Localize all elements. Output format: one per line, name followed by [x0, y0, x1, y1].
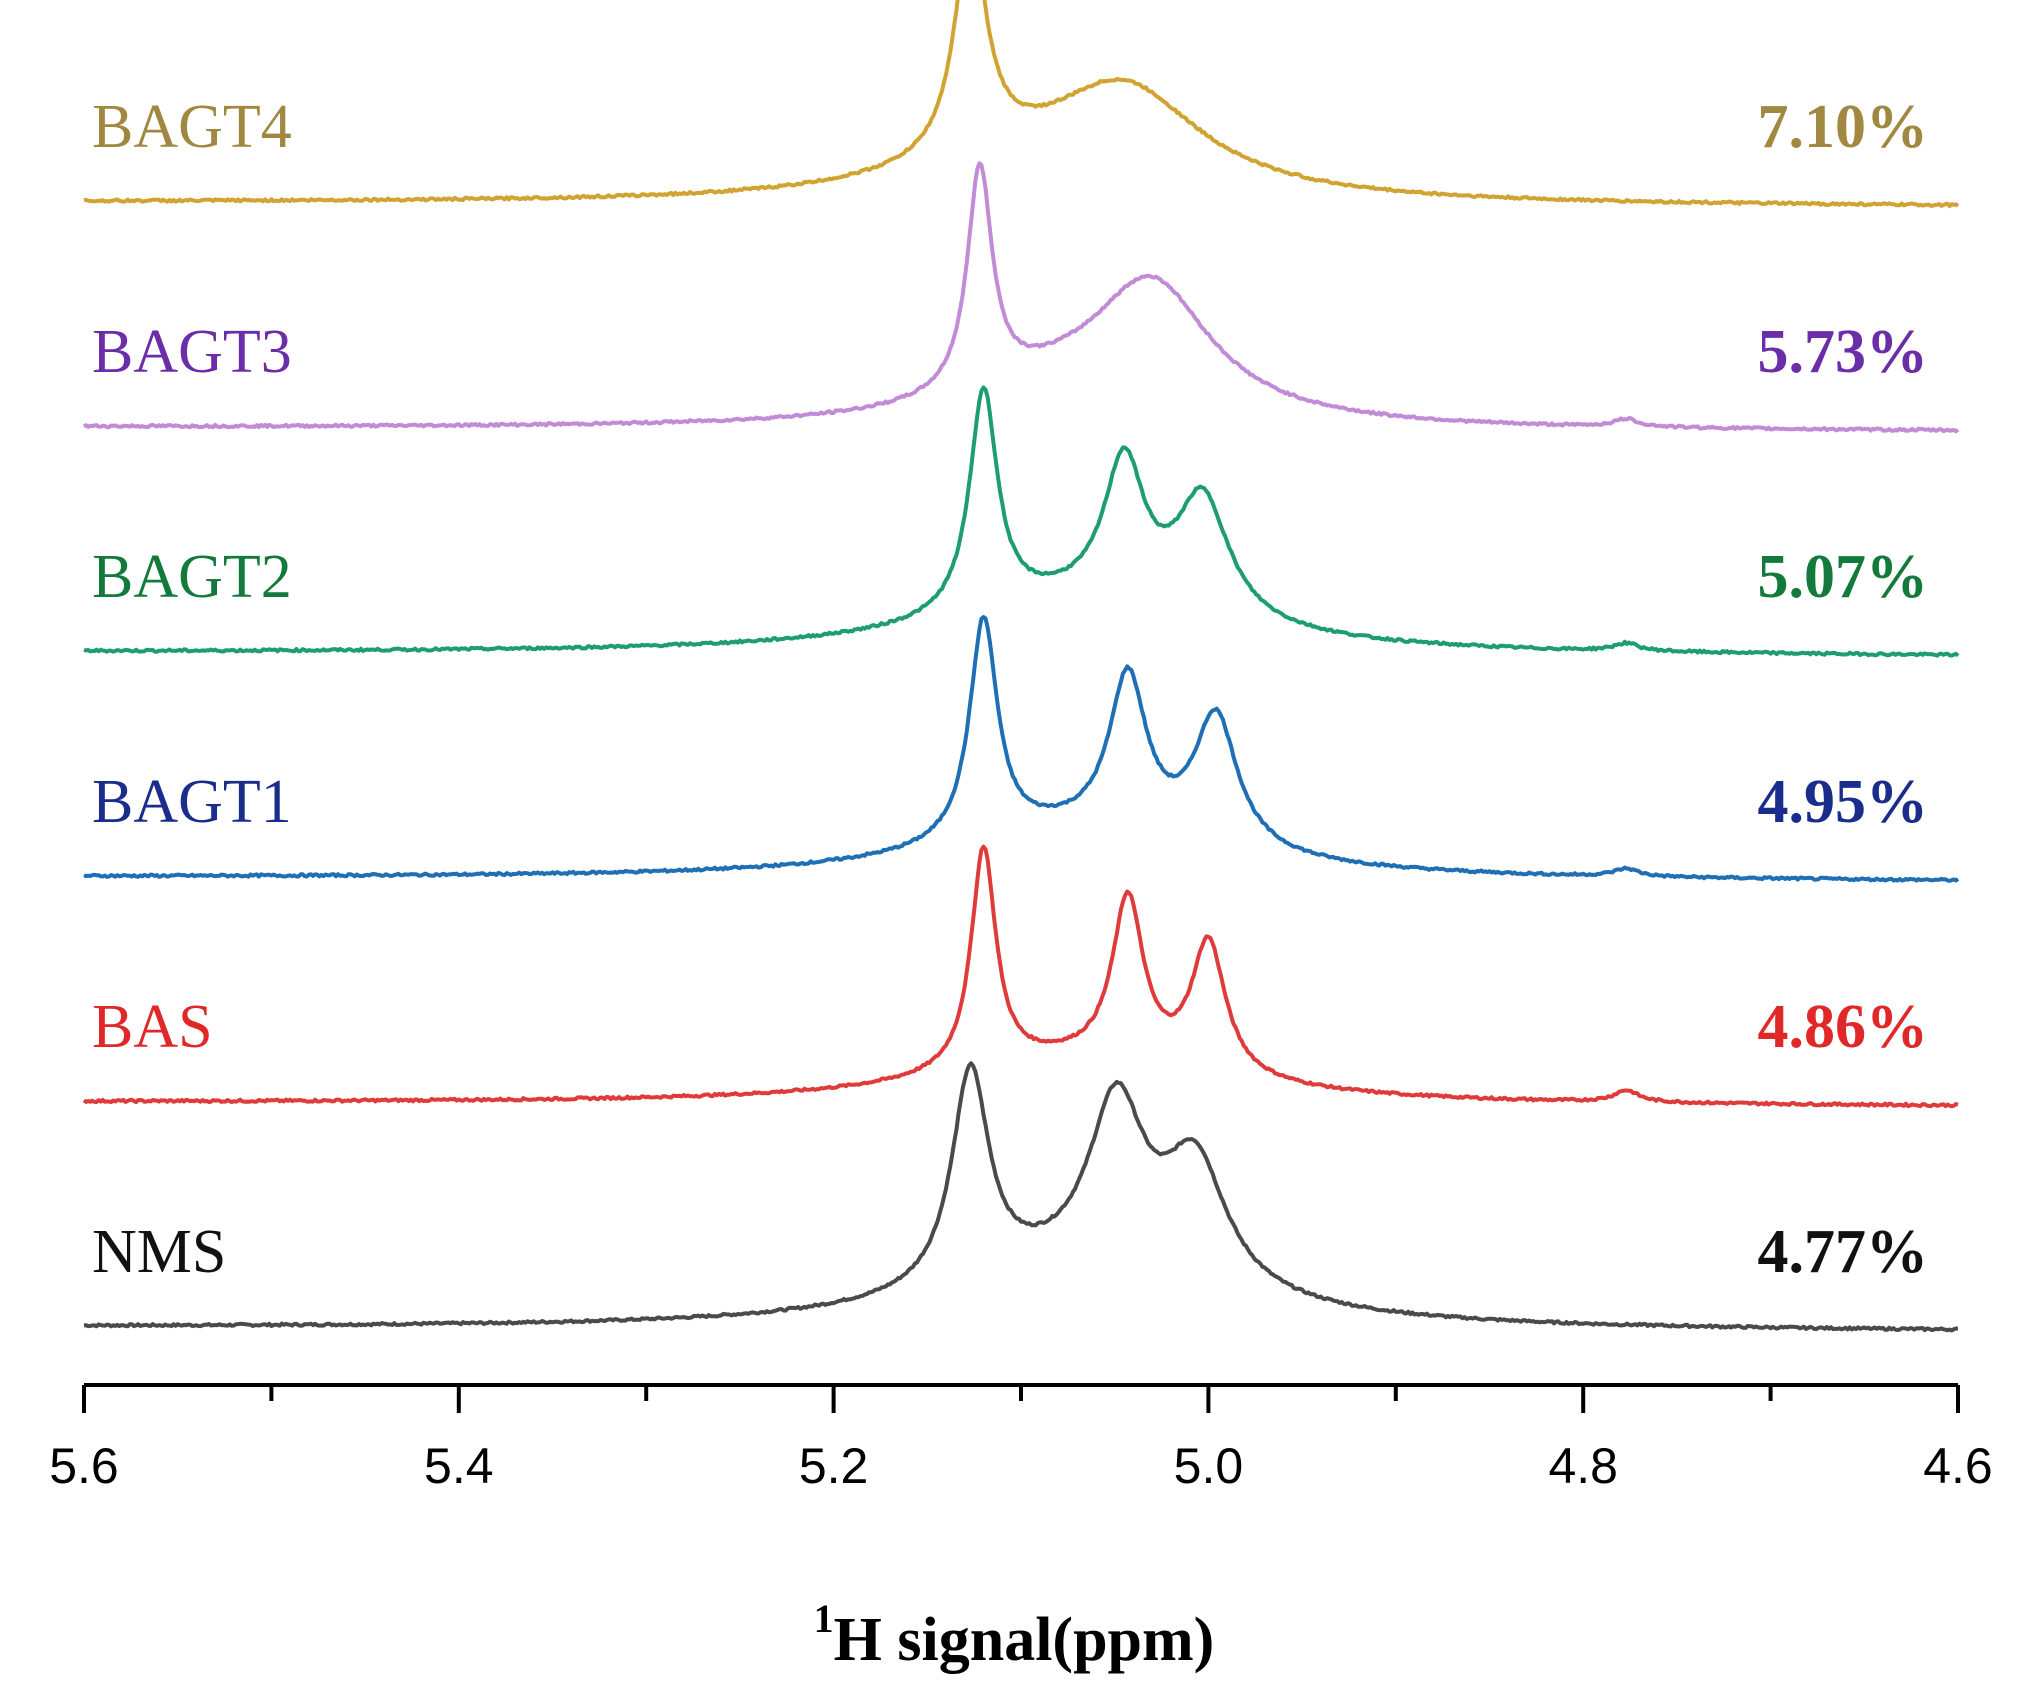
x-tick-label: 5.0 — [1174, 1438, 1244, 1494]
series-name-nms: NMS — [92, 1218, 226, 1286]
series-name-bagt3: BAGT3 — [92, 318, 292, 386]
series-line-bagt2 — [83, 385, 1960, 658]
series-value-bas: 4.86% — [1758, 993, 1929, 1061]
x-axis-title-text: H signal(ppm) — [834, 1606, 1215, 1674]
series-labels: NMS 4.77% BAS 4.86% BAGT1 4.95% BAGT2 5.07% BAGT… — [92, 93, 1928, 1286]
series-value-bagt1: 4.95% — [1758, 768, 1929, 836]
x-tick-label: 5.6 — [49, 1438, 119, 1494]
series-name-bas: BAS — [92, 993, 213, 1061]
series-line-bagt4 — [83, 0, 1960, 209]
series-line-bas — [82, 844, 1959, 1109]
x-axis-title-superscript: 1 — [814, 1596, 834, 1641]
x-tick-label: 4.6 — [1923, 1438, 1993, 1494]
series-name-bagt1: BAGT1 — [92, 768, 292, 836]
x-tick-label: 5.2 — [799, 1438, 869, 1494]
spectra-group — [82, 0, 1960, 1333]
series-line-bagt3 — [82, 161, 1960, 434]
x-axis-title: 1H signal(ppm) — [814, 1596, 1215, 1674]
series-name-bagt4: BAGT4 — [92, 93, 292, 161]
series-value-nms: 4.77% — [1758, 1218, 1929, 1286]
x-axis: 5.6 5.4 5.2 5.0 4.8 4.6 — [49, 1383, 1993, 1494]
x-tick-label: 5.4 — [424, 1438, 494, 1494]
series-value-bagt2: 5.07% — [1758, 543, 1929, 611]
x-tick-label: 4.8 — [1548, 1438, 1618, 1494]
series-value-bagt3: 5.73% — [1758, 318, 1929, 386]
series-value-bagt4: 7.10% — [1758, 93, 1929, 161]
series-name-bagt2: BAGT2 — [92, 543, 292, 611]
series-line-bagt1 — [83, 615, 1960, 883]
series-line-nms — [83, 1061, 1959, 1333]
